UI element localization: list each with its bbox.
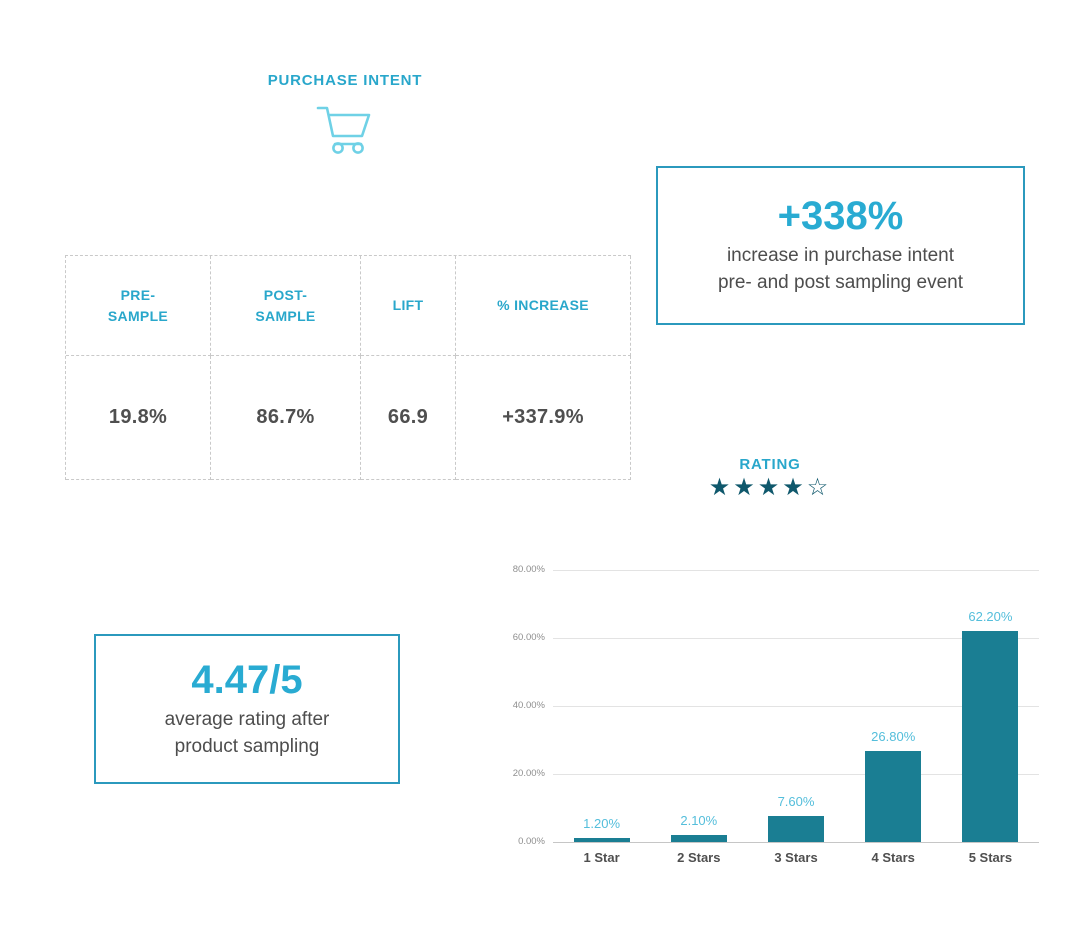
gridline [553,774,1039,775]
table-header-lift: LIFT [361,256,456,356]
bar-column: 2.10% [650,570,747,842]
bar-value-label: 2.10% [680,813,718,828]
x-axis-labels: 1 Star 2 Stars 3 Stars 4 Stars 5 Stars [553,850,1039,865]
x-axis-label: 3 Stars [774,850,818,865]
shopping-cart-icon [312,98,378,160]
purchase-intent-title: PURCHASE INTENT [267,72,423,89]
bar [670,835,727,842]
star-outline-icon: ☆ [806,474,832,501]
star-filled-icon: ★ [708,474,734,501]
bar-value-label: 26.80% [871,729,916,744]
x-axis-label: 2 Stars [677,850,721,865]
purchase-intent-table: PRE- SAMPLE POST- SAMPLE LIFT % INCREASE… [65,255,631,480]
table-cell-pre-sample: 19.8% [66,356,211,480]
rating-bar-chart: 80.00% 60.00% 40.00% 20.00% 0.00% 1.20% 2… [495,556,1047,886]
bar-column: 62.20% [942,570,1039,842]
purchase-intent-callout-headline: +338% [777,194,904,239]
bar-value-label: 7.60% [777,794,815,809]
x-axis-label: 5 Stars [968,850,1013,865]
rating-title: RATING [739,456,801,473]
bar [962,631,1019,842]
purchase-intent-callout: +338% increase in purchase intent pre- a… [656,166,1025,325]
gridline [553,638,1039,639]
table-header-increase: % INCREASE [456,256,631,356]
table-header-pre-sample: PRE- SAMPLE [66,256,211,356]
bar-column: 26.80% [845,570,942,842]
bar-value-label: 1.20% [583,816,621,831]
star-rating: ★★★★☆ [660,474,880,503]
star-filled-icon: ★ [733,474,758,501]
star-filled-icon: ★ [782,474,807,501]
gridline [553,706,1039,707]
purchase-intent-callout-description: increase in purchase intent pre- and pos… [717,245,964,293]
bar-column: 7.60% [747,570,844,842]
gridline [553,570,1039,571]
y-axis-tick: 40.00% [512,700,545,711]
bar [573,838,630,842]
rating-callout-description: average rating after product sampling [164,708,330,757]
table-cell-lift: 66.9 [361,356,456,480]
bar [865,751,922,842]
bar-value-label: 62.20% [968,609,1013,624]
bar-column: 1.20% [553,570,650,842]
y-axis-tick: 0.00% [518,836,545,847]
x-axis-line [553,842,1039,843]
bar [768,816,824,842]
table-cell-post-sample: 86.7% [211,356,361,480]
bar-series: 1.20% 2.10% 7.60% 26.80% 62.20% [553,570,1039,842]
rating-callout-headline: 4.47/5 [191,657,303,702]
star-filled-icon: ★ [757,474,783,501]
y-axis-tick: 60.00% [512,632,545,643]
table-header-post-sample: POST- SAMPLE [211,256,361,356]
x-axis-label: 4 Stars [871,850,915,865]
y-axis-tick: 80.00% [512,564,545,575]
rating-callout: 4.47/5 average rating after product samp… [94,634,400,784]
x-axis-label: 1 Star [583,850,620,865]
y-axis-tick: 20.00% [512,768,545,779]
table-cell-increase: +337.9% [456,356,631,480]
